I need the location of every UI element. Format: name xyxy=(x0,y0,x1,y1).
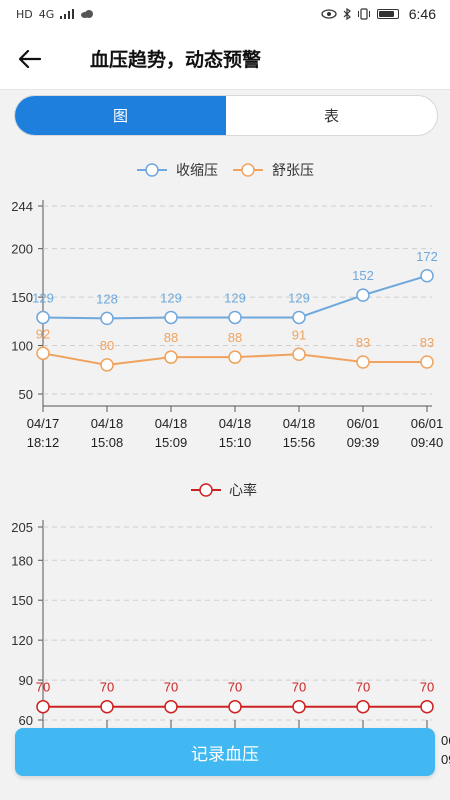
y-tick-label: 150 xyxy=(11,290,33,305)
x-tick-label-time: 18:12 xyxy=(27,435,60,450)
data-label: 80 xyxy=(100,338,114,353)
charts-area: 50 100 150 200 244 04/17 18:12 04/18 15:08 04/18 1… xyxy=(11,163,450,767)
cloud-icon xyxy=(81,10,94,18)
data-point xyxy=(420,269,434,283)
data-point xyxy=(228,350,242,364)
bluetooth-icon xyxy=(343,8,351,20)
signal-icon xyxy=(60,9,75,19)
x-tick-label-date: 06/01 xyxy=(411,416,444,431)
data-label: 70 xyxy=(164,680,178,695)
y-tick-label: 50 xyxy=(19,387,33,402)
data-point xyxy=(36,699,50,714)
battery-icon xyxy=(376,9,399,19)
data-point xyxy=(356,699,370,714)
legend-label: 收缩压 xyxy=(176,163,218,179)
status-right: 6:46 xyxy=(321,6,436,22)
data-point xyxy=(164,699,178,714)
data-label: 129 xyxy=(224,290,246,305)
x-tick-label-date: 04/17 xyxy=(27,416,60,431)
y-tick-label: 150 xyxy=(11,593,33,608)
data-label: 70 xyxy=(420,680,434,695)
data-label: 70 xyxy=(356,680,370,695)
data-label: 70 xyxy=(100,680,114,695)
legend-label: 心率 xyxy=(229,482,257,499)
legend-label: 舒张压 xyxy=(272,163,314,179)
data-label: 70 xyxy=(36,680,50,695)
eye-icon xyxy=(321,9,337,19)
x-tick-label-time: 09:39 xyxy=(347,435,380,450)
view-toggle: 图 表 xyxy=(14,95,438,136)
tab-chart[interactable]: 图 xyxy=(15,96,226,135)
legend-marker xyxy=(241,163,255,177)
hd-icon: HD xyxy=(16,7,33,21)
data-label: 172 xyxy=(416,249,438,264)
arrow-left-icon xyxy=(19,49,41,68)
data-label: 88 xyxy=(228,330,242,345)
record-blood-pressure-button[interactable]: 记录血压 xyxy=(15,728,435,776)
y-tick-label: 200 xyxy=(11,242,33,257)
data-point xyxy=(100,699,114,714)
data-point xyxy=(420,699,434,714)
legend-marker xyxy=(199,483,213,497)
data-point xyxy=(36,346,50,361)
app-bar: 血压趋势，动态预警 xyxy=(0,28,450,90)
x-tick-label-date: 04/18 xyxy=(283,416,316,431)
clock-time: 6:46 xyxy=(408,6,436,22)
data-point xyxy=(164,310,178,325)
data-point xyxy=(292,347,306,362)
x-tick-label-date: 04/18 xyxy=(155,416,188,431)
data-point xyxy=(292,310,306,325)
data-point xyxy=(100,311,114,326)
y-tick-label: 180 xyxy=(11,553,33,568)
data-label: 92 xyxy=(36,326,50,341)
x-tick-label-time: 15:09 xyxy=(155,435,188,450)
data-point xyxy=(164,350,178,364)
page-title: 血压趋势，动态预警 xyxy=(90,49,262,71)
data-point xyxy=(100,358,114,372)
data-point xyxy=(356,288,370,302)
data-label: 129 xyxy=(288,290,310,305)
x-tick-label-date: 06/01 xyxy=(347,416,380,431)
back-button[interactable] xyxy=(0,28,60,90)
x-tick-label-date: 06/01 xyxy=(441,733,450,748)
data-label: 83 xyxy=(356,335,370,350)
x-tick-label-time: 15:56 xyxy=(283,435,316,450)
y-tick-label: 244 xyxy=(11,199,33,214)
x-tick-label-time: 09:40 xyxy=(441,752,450,767)
data-label: 129 xyxy=(32,290,54,305)
y-tick-label: 60 xyxy=(19,713,33,728)
status-bar: HD 4G 6:46 xyxy=(0,0,450,28)
status-left: HD 4G xyxy=(16,8,94,21)
x-tick-label-date: 04/18 xyxy=(91,416,124,431)
tab-table[interactable]: 表 xyxy=(323,107,339,125)
vibrate-icon xyxy=(357,8,370,20)
data-label: 83 xyxy=(420,335,434,350)
y-tick-label: 120 xyxy=(11,633,33,648)
data-label: 129 xyxy=(160,290,182,305)
x-tick-label-time: 09:40 xyxy=(411,435,444,450)
x-tick-label-time: 15:08 xyxy=(91,435,124,450)
data-point xyxy=(228,699,242,714)
data-point xyxy=(420,355,434,369)
data-label: 70 xyxy=(228,680,242,695)
legend-marker xyxy=(145,163,159,177)
data-label: 70 xyxy=(292,680,306,695)
data-point xyxy=(36,310,50,325)
data-point xyxy=(228,310,242,325)
y-tick-label: 100 xyxy=(11,339,33,354)
y-tick-label: 205 xyxy=(11,520,33,535)
network-4g-icon: 4G xyxy=(38,7,55,21)
x-tick-label-time: 15:10 xyxy=(219,435,252,450)
data-label: 88 xyxy=(164,330,178,345)
data-point xyxy=(356,355,370,369)
x-tick-label-date: 04/18 xyxy=(219,416,252,431)
data-point xyxy=(292,699,306,714)
data-label: 128 xyxy=(96,291,118,306)
data-label: 152 xyxy=(352,268,374,283)
y-tick-label: 90 xyxy=(19,673,33,688)
data-label: 91 xyxy=(292,327,306,342)
